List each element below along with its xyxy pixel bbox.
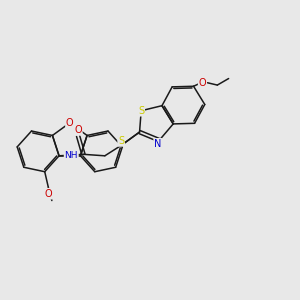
Text: O: O xyxy=(74,125,82,135)
Text: NH: NH xyxy=(64,151,78,160)
Text: S: S xyxy=(118,136,124,146)
Text: S: S xyxy=(138,106,144,116)
Text: O: O xyxy=(199,78,206,88)
Text: O: O xyxy=(44,189,52,199)
Text: O: O xyxy=(66,118,74,128)
Text: N: N xyxy=(154,139,161,149)
